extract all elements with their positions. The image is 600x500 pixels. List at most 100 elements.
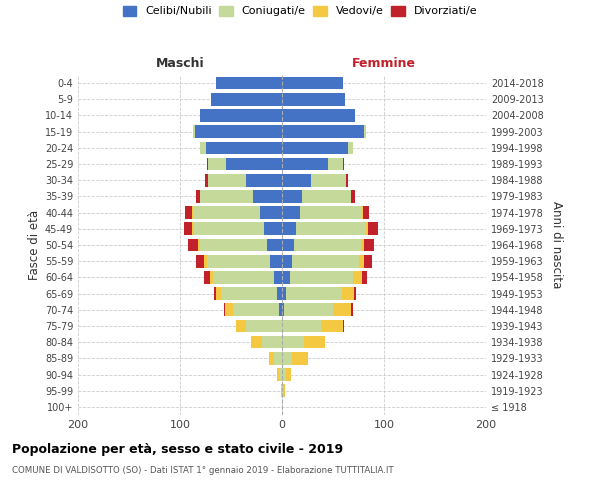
Bar [282,320,321,332]
Bar [296,222,365,235]
Bar [270,255,282,268]
Text: Maschi: Maschi [155,57,205,70]
Bar [206,174,208,186]
Bar [263,222,282,235]
Bar [279,368,282,381]
Bar [286,288,342,300]
Bar [200,238,267,252]
Bar [205,255,206,268]
Bar [282,255,292,268]
Bar [196,190,200,202]
Bar [328,158,343,170]
Bar [361,238,364,252]
Bar [200,142,206,154]
Bar [277,288,282,300]
Bar [185,206,192,219]
Bar [194,222,263,235]
Bar [352,190,355,202]
Bar [282,77,343,90]
Bar [368,222,378,235]
Bar [206,255,270,268]
Bar [292,255,359,268]
Bar [200,109,282,122]
Bar [355,288,356,300]
Bar [362,206,369,219]
Bar [277,368,279,381]
Bar [193,126,196,138]
Bar [251,336,262,348]
Bar [274,271,282,283]
Bar [365,222,368,235]
Bar [216,288,221,300]
Bar [236,320,247,332]
Bar [352,304,353,316]
Bar [274,352,282,364]
Bar [279,304,282,316]
Bar [216,77,282,90]
Bar [269,352,274,364]
Bar [188,238,199,252]
Bar [281,384,282,397]
Bar [286,368,291,381]
Bar [192,222,194,235]
Bar [208,174,247,186]
Bar [193,206,260,219]
Bar [282,190,302,202]
Y-axis label: Anni di nascita: Anni di nascita [550,202,563,288]
Bar [311,174,346,186]
Bar [282,368,286,381]
Bar [362,271,367,283]
Bar [321,320,343,332]
Bar [199,238,200,252]
Bar [221,288,277,300]
Bar [282,222,296,235]
Bar [184,222,192,235]
Bar [282,142,349,154]
Text: COMUNE DI VALDISOTTO (SO) - Dati ISTAT 1° gennaio 2019 - Elaborazione TUTTITALIA: COMUNE DI VALDISOTTO (SO) - Dati ISTAT 1… [12,466,394,475]
Bar [209,271,212,283]
Bar [343,158,344,170]
Bar [253,190,282,202]
Bar [294,238,361,252]
Bar [200,190,253,202]
Bar [359,255,364,268]
Y-axis label: Fasce di età: Fasce di età [28,210,41,280]
Bar [267,238,282,252]
Bar [247,320,282,332]
Bar [346,174,349,186]
Bar [196,255,205,268]
Bar [208,158,226,170]
Bar [247,174,282,186]
Bar [224,304,225,316]
Bar [292,352,308,364]
Bar [282,384,283,397]
Bar [333,304,352,316]
Bar [192,206,193,219]
Bar [214,288,216,300]
Bar [304,336,325,348]
Bar [282,174,311,186]
Bar [364,255,372,268]
Bar [282,109,355,122]
Bar [212,271,274,283]
Bar [206,158,208,170]
Bar [282,93,345,106]
Bar [349,142,353,154]
Bar [364,126,365,138]
Bar [282,126,364,138]
Bar [353,271,362,283]
Bar [196,126,282,138]
Bar [283,384,285,397]
Bar [282,352,292,364]
Legend: Celibi/Nubili, Coniugati/e, Vedovi/e, Divorziati/e: Celibi/Nubili, Coniugati/e, Vedovi/e, Di… [123,6,477,16]
Bar [282,304,284,316]
Bar [284,304,333,316]
Bar [282,158,328,170]
Bar [225,304,233,316]
Bar [260,206,282,219]
Bar [301,206,362,219]
Bar [262,336,282,348]
Bar [206,142,282,154]
Bar [282,271,290,283]
Text: Femmine: Femmine [352,57,416,70]
